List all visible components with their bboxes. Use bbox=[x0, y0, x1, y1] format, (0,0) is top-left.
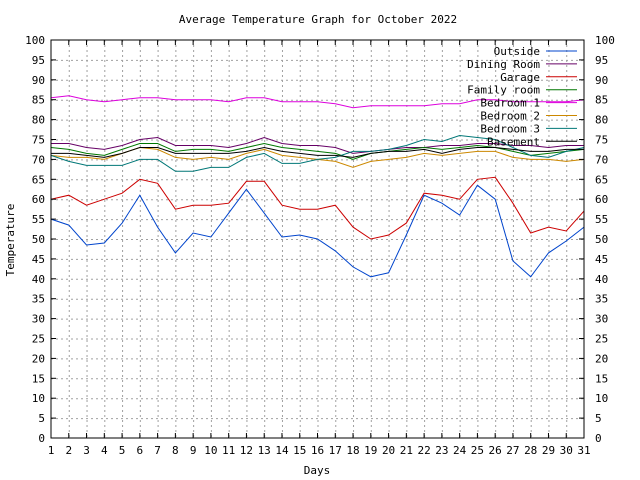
y-tick-label: 20 bbox=[32, 352, 45, 365]
series-line-bedroom-3 bbox=[50, 134, 585, 172]
x-tick-label: 3 bbox=[83, 444, 90, 457]
x-tick-label: 20 bbox=[382, 444, 395, 457]
y2-tick-label: 80 bbox=[595, 114, 608, 127]
y2-tick-label: 35 bbox=[595, 293, 608, 306]
y2-tick-label: 85 bbox=[595, 94, 608, 107]
y2-tick-labels: 0 5 10 15 20 25 30 35 40 45 50 55 60 65 70 75 80 85 90 95 10… bbox=[595, 34, 615, 445]
y-tick-label: 0 bbox=[38, 432, 45, 445]
y2-tick-label: 25 bbox=[595, 333, 608, 346]
x-tick-label: 19 bbox=[364, 444, 377, 457]
legend-label: Bedroom 2 bbox=[480, 110, 540, 123]
y-tick-label: 35 bbox=[32, 293, 45, 306]
y-tick-label: 90 bbox=[32, 74, 45, 87]
x-tick-label: 30 bbox=[560, 444, 573, 457]
y-tick-label: 5 bbox=[38, 412, 45, 425]
series-line-bedroom-1 bbox=[50, 95, 585, 109]
y-tick-label: 40 bbox=[32, 273, 45, 286]
x-tick-labels: 1 2 3 4 5 6 7 8 9 10 11 12 13 14 15 16 17 18 19 20 21 22 23 24 2… bbox=[48, 444, 591, 457]
legend-label: Family room bbox=[467, 84, 540, 97]
y2-tick-label: 70 bbox=[595, 153, 608, 166]
y2-tick-label: 20 bbox=[595, 352, 608, 365]
y-tick-label: 55 bbox=[32, 213, 45, 226]
y2-tick-label: 0 bbox=[595, 432, 602, 445]
y2-tick-label: 60 bbox=[595, 193, 608, 206]
x-tick-label: 9 bbox=[190, 444, 197, 457]
legend-label: Basement bbox=[487, 135, 540, 148]
x-tick-label: 27 bbox=[506, 444, 519, 457]
x-tick-label: 6 bbox=[137, 444, 144, 457]
series-line-basement bbox=[51, 146, 584, 158]
x-axis-label: Days bbox=[304, 464, 331, 477]
x-tick-label: 2 bbox=[65, 444, 72, 457]
y-tick-label: 60 bbox=[32, 193, 45, 206]
legend-label: Dining Room bbox=[467, 58, 540, 71]
y2-tick-label: 50 bbox=[595, 233, 608, 246]
x-tick-label: 10 bbox=[204, 444, 217, 457]
y2-tick-label: 95 bbox=[595, 54, 608, 67]
x-tick-label: 4 bbox=[101, 444, 108, 457]
x-tick-label: 14 bbox=[275, 444, 289, 457]
x-tick-label: 26 bbox=[489, 444, 502, 457]
legend-label: Outside bbox=[494, 45, 540, 58]
y-tick-label: 45 bbox=[32, 253, 45, 266]
legend-label: Garage bbox=[500, 71, 540, 84]
grid-lines bbox=[51, 40, 584, 438]
series-line-garage bbox=[50, 176, 585, 240]
y2-tick-label: 10 bbox=[595, 392, 608, 405]
x-tick-label: 23 bbox=[435, 444, 448, 457]
x-tick-label: 1 bbox=[48, 444, 55, 457]
x-tick-label: 17 bbox=[329, 444, 342, 457]
y2-tick-label: 100 bbox=[595, 34, 615, 47]
y-tick-label: 65 bbox=[32, 173, 45, 186]
series-line-dining-room bbox=[51, 136, 584, 154]
legend-label: Bedroom 1 bbox=[480, 97, 540, 110]
x-tick-label: 13 bbox=[258, 444, 271, 457]
x-tick-label: 7 bbox=[154, 444, 161, 457]
x-tick-label: 18 bbox=[346, 444, 359, 457]
x-tick-label: 31 bbox=[577, 444, 590, 457]
x-tick-label: 22 bbox=[417, 444, 430, 457]
y2-tick-label: 5 bbox=[595, 412, 602, 425]
x-tick-label: 25 bbox=[471, 444, 484, 457]
y2-tick-label: 15 bbox=[595, 372, 608, 385]
y-tick-label: 30 bbox=[32, 313, 45, 326]
y2-tick-label: 55 bbox=[595, 213, 608, 226]
y-tick-label: 100 bbox=[25, 34, 45, 47]
legend-label: Bedroom 3 bbox=[480, 122, 540, 135]
y-tick-label: 85 bbox=[32, 94, 45, 107]
y2-tick-label: 40 bbox=[595, 273, 608, 286]
x-tick-label: 12 bbox=[240, 444, 253, 457]
x-tick-label: 8 bbox=[172, 444, 179, 457]
y-tick-label: 10 bbox=[32, 392, 45, 405]
y-tick-label: 50 bbox=[32, 233, 45, 246]
y-axis-label: Temperature bbox=[4, 204, 17, 277]
chart-title: Average Temperature Graph for October 20… bbox=[179, 13, 457, 26]
y-tick-label: 75 bbox=[32, 134, 45, 147]
series-line-outside bbox=[50, 184, 585, 278]
y-tick-label: 95 bbox=[32, 54, 45, 67]
series-lines bbox=[50, 95, 585, 278]
y-tick-label: 15 bbox=[32, 372, 45, 385]
y2-tick-label: 75 bbox=[595, 134, 608, 147]
x-tick-label: 15 bbox=[293, 444, 306, 457]
y2-tick-label: 90 bbox=[595, 74, 608, 87]
x-tick-label: 11 bbox=[222, 444, 235, 457]
y-tick-labels: 0 5 10 15 20 25 30 35 40 45 50 55 60 65 70 75 80 85 90 95 10… bbox=[25, 34, 45, 445]
x-tick-label: 5 bbox=[119, 444, 126, 457]
x-tick-label: 28 bbox=[524, 444, 537, 457]
x-tick-label: 16 bbox=[311, 444, 324, 457]
y2-tick-label: 65 bbox=[595, 173, 608, 186]
x-tick-label: 21 bbox=[400, 444, 413, 457]
y-tick-label: 80 bbox=[32, 114, 45, 127]
y-tick-label: 70 bbox=[32, 153, 45, 166]
y2-tick-label: 45 bbox=[595, 253, 608, 266]
x-tick-label: 24 bbox=[453, 444, 467, 457]
y-tick-label: 25 bbox=[32, 333, 45, 346]
axis-ticks bbox=[50, 39, 585, 439]
y2-tick-label: 30 bbox=[595, 313, 608, 326]
x-tick-label: 29 bbox=[542, 444, 555, 457]
